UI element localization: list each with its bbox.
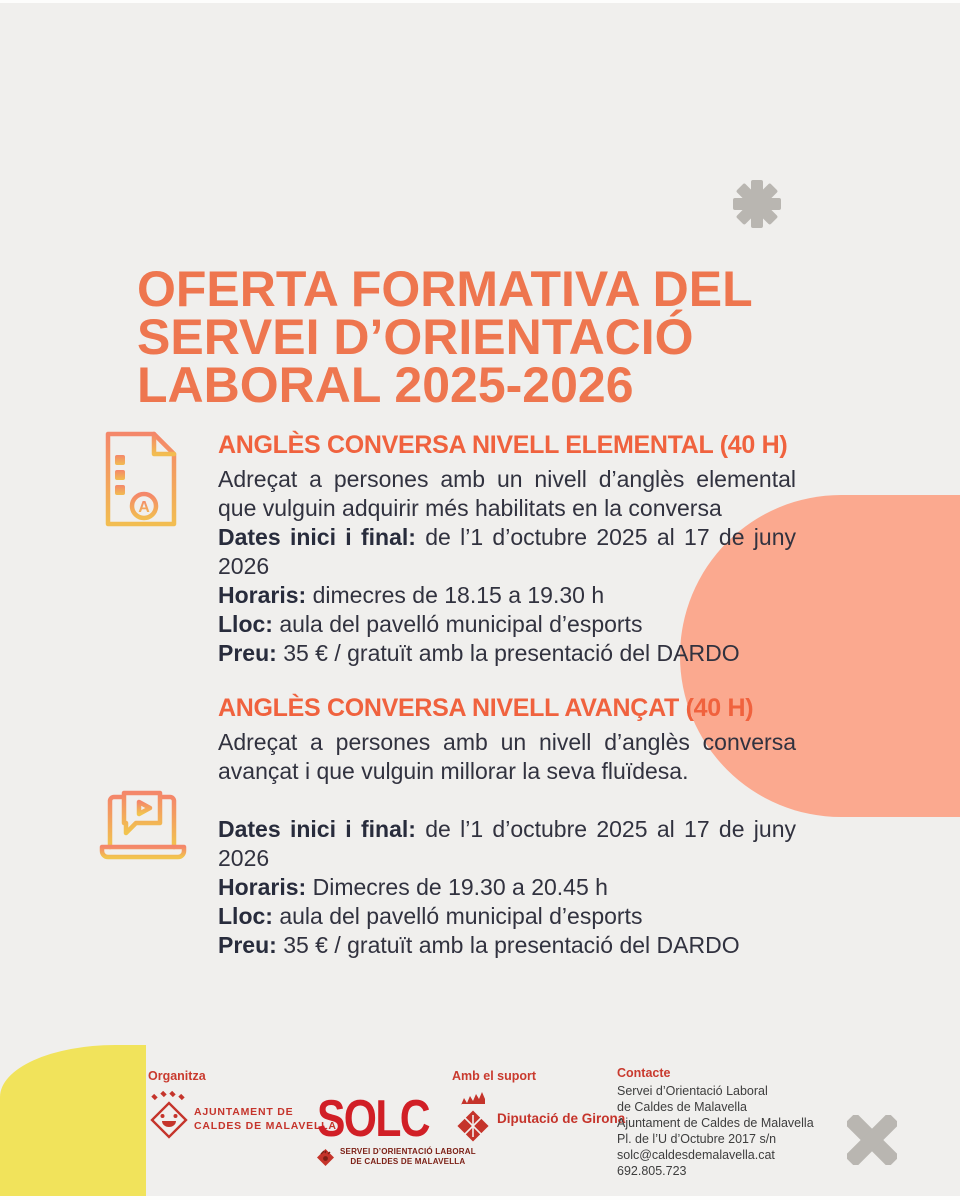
document-checklist-icon: A [105, 431, 177, 527]
course-detail-preu: Preu: 35 € / gratuït amb la presentació … [218, 932, 740, 958]
course-detail-horaris: Horaris: dimecres de 18.15 a 19.30 h [218, 582, 605, 608]
course-heading: ANGLÈS CONVERSA NIVELL AVANÇAT (40 H) [218, 694, 754, 722]
course-detail-dates: Dates inici i final: de l’1 d’octubre 20… [218, 816, 797, 871]
course-detail-dates: Dates inici i final: de l’1 d’octubre 20… [218, 524, 797, 579]
course-heading: ANGLÈS CONVERSA NIVELL ELEMENTAL (40 H) [218, 431, 788, 459]
ajuntament-caldes-logo [150, 1091, 188, 1139]
diputacio-name: Diputació de Girona [497, 1111, 626, 1126]
course-description: Adreçat a persones amb un nivell d’anglè… [218, 466, 796, 521]
solc-tagline: SERVEI D’ORIENTACIÓ LABORAL DE CALDES DE… [340, 1147, 476, 1166]
svg-text:A: A [138, 499, 150, 516]
poster-title: OFERTA FORMATIVA DEL SERVEI D’ORIENTACIÓ… [137, 260, 753, 413]
asterisk-icon [733, 180, 781, 228]
contact-email: solc@caldesdemalavella.cat [617, 1148, 775, 1162]
yellow-corner-decoration [0, 1045, 146, 1196]
organitza-label: Organitza [148, 1069, 206, 1083]
contact-line: Ajuntament de Caldes de Malavella [617, 1116, 814, 1130]
contact-line: Pl. de l’U d’Octubre 2017 s/n [617, 1132, 777, 1146]
solc-crest-icon [317, 1148, 334, 1166]
contact-line: de Caldes de Malavella [617, 1100, 747, 1114]
cross-icon [847, 1115, 897, 1165]
contact-line: Servei d’Orientació Laboral [617, 1084, 768, 1098]
course-detail-horaris: Horaris: Dimecres de 19.30 a 20.45 h [218, 874, 608, 900]
amb-el-suport-label: Amb el suport [452, 1069, 537, 1083]
contact-info: Servei d’Orientació Laboral de Caldes de… [617, 1083, 814, 1179]
course-detail-lloc: Lloc: aula del pavelló municipal d’espor… [218, 903, 643, 929]
course-detail-preu: Preu: 35 € / gratuït amb la presentació … [218, 640, 740, 666]
course-section-avancat: ANGLÈS CONVERSA NIVELL AVANÇAT (40 H) Ad… [218, 695, 796, 960]
course-section-elemental: ANGLÈS CONVERSA NIVELL ELEMENTAL (40 H) … [218, 432, 796, 668]
solc-logo: SOLC [317, 1090, 431, 1148]
pink-half-circle-decoration [680, 495, 960, 817]
laptop-video-chat-icon [99, 790, 187, 860]
course-description: Adreçat a persones amb un nivell d’anglè… [218, 729, 796, 784]
contact-phone: 692.805.723 [617, 1164, 687, 1178]
contacte-label: Contacte [617, 1066, 671, 1080]
diputacio-girona-logo [457, 1092, 489, 1142]
solc-tagline-row: SERVEI D’ORIENTACIÓ LABORAL DE CALDES DE… [316, 1147, 476, 1167]
ajuntament-name: AJUNTAMENT DE CALDES DE MALAVELLA [194, 1106, 337, 1132]
course-detail-lloc: Lloc: aula del pavelló municipal d’espor… [218, 611, 643, 637]
